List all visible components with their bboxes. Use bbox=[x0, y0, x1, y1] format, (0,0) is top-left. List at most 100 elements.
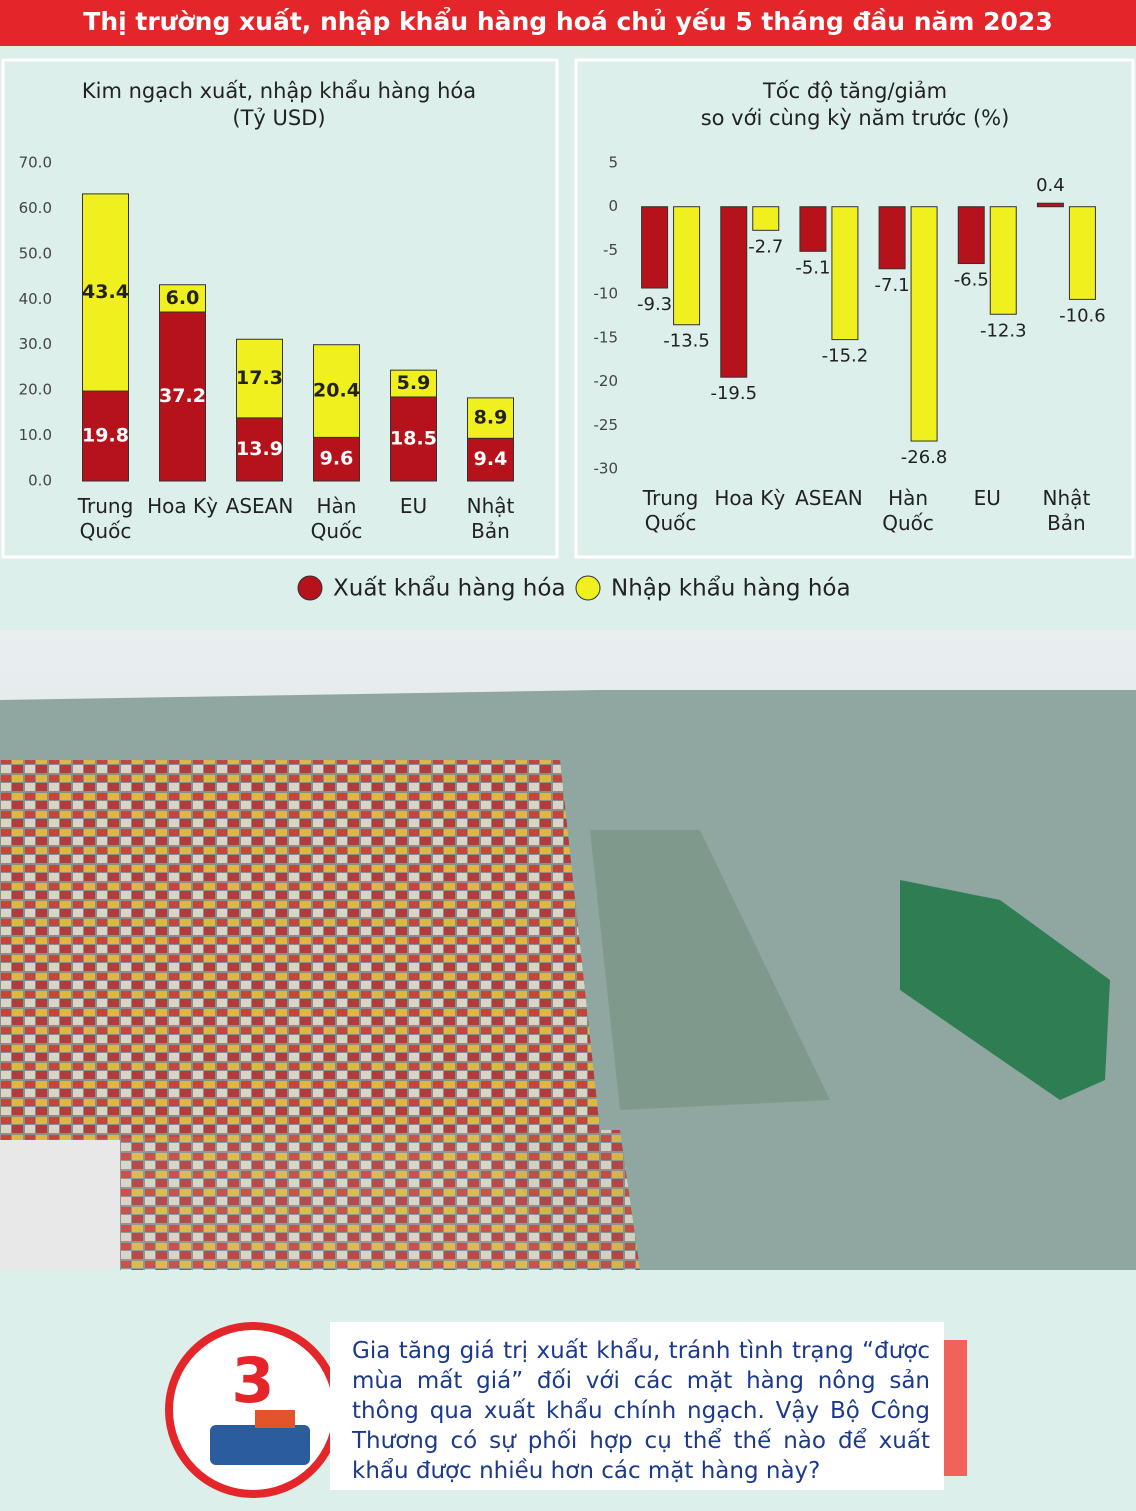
bar-segment bbox=[390, 369, 437, 398]
bar-segment bbox=[467, 397, 514, 439]
data-label: -13.5 bbox=[663, 331, 710, 352]
x-tick-label: EU bbox=[400, 494, 427, 518]
question-card bbox=[330, 1322, 944, 1490]
data-label: -7.1 bbox=[875, 275, 910, 296]
x-tick-label: Hoa Kỳ bbox=[147, 494, 218, 518]
x-tick-label: Trung Quốc bbox=[642, 486, 699, 535]
bar bbox=[1036, 202, 1064, 208]
bar bbox=[957, 206, 985, 265]
legend-label: Xuất khẩu hàng hóa bbox=[333, 576, 566, 602]
legend-swatch bbox=[575, 575, 601, 601]
y-tick-label: 5 bbox=[608, 154, 618, 172]
y-tick-label: -10 bbox=[594, 285, 619, 303]
photo-ship bbox=[900, 880, 1110, 1100]
bar-segment bbox=[236, 417, 283, 482]
photo-basin bbox=[590, 830, 830, 1110]
data-label: -15.2 bbox=[822, 346, 869, 367]
bar-segment bbox=[82, 193, 129, 392]
data-label: -6.5 bbox=[954, 270, 989, 291]
photo-containers bbox=[0, 760, 600, 1140]
data-label: 6.0 bbox=[166, 287, 200, 309]
bar bbox=[989, 206, 1017, 315]
data-label: 37.2 bbox=[159, 385, 206, 407]
data-label: -26.8 bbox=[901, 447, 948, 468]
y-tick-label: 20.0 bbox=[19, 381, 52, 399]
header-title: Thị trường xuất, nhập khẩu hàng hoá chủ … bbox=[83, 6, 1052, 36]
y-tick-label: 10.0 bbox=[19, 426, 52, 444]
y-tick-label: -25 bbox=[594, 416, 619, 434]
chart-subtitle: (Tỷ USD) bbox=[232, 106, 325, 130]
legend-label: Nhập khẩu hàng hóa bbox=[611, 576, 851, 602]
bar bbox=[799, 206, 827, 252]
ship-icon bbox=[210, 1425, 310, 1465]
x-tick-label: Hoa Kỳ bbox=[714, 486, 785, 510]
bar bbox=[720, 206, 748, 378]
y-tick-label: -15 bbox=[594, 328, 619, 346]
legend-swatch bbox=[297, 575, 323, 601]
port-photo bbox=[0, 630, 1136, 1270]
data-label: -12.3 bbox=[980, 320, 1027, 341]
bar-segment bbox=[236, 338, 283, 419]
data-label: 9.4 bbox=[474, 448, 508, 470]
data-label: -10.6 bbox=[1059, 305, 1106, 326]
bar bbox=[1068, 206, 1096, 300]
data-label: -9.3 bbox=[637, 294, 672, 315]
data-label: 43.4 bbox=[82, 281, 129, 303]
y-tick-label: 50.0 bbox=[19, 244, 52, 262]
data-label: 18.5 bbox=[390, 427, 437, 449]
x-tick-label: Nhật Bản bbox=[467, 494, 515, 543]
data-label: 0.4 bbox=[1036, 175, 1065, 196]
bar bbox=[673, 206, 701, 326]
x-tick-label: Hàn Quốc bbox=[311, 494, 363, 543]
bar-segment bbox=[159, 284, 206, 313]
bar-segment bbox=[159, 311, 206, 482]
data-label: 19.8 bbox=[82, 425, 129, 447]
y-tick-label: -5 bbox=[603, 241, 618, 259]
data-label: 8.9 bbox=[474, 407, 508, 429]
data-label: 13.9 bbox=[236, 438, 283, 460]
data-label: -2.7 bbox=[748, 236, 783, 257]
header-band bbox=[0, 0, 1136, 46]
bar bbox=[910, 206, 938, 442]
y-tick-label: 0.0 bbox=[28, 472, 52, 490]
question-number: 3 bbox=[231, 1344, 274, 1417]
y-tick-label: 60.0 bbox=[19, 199, 52, 217]
bar bbox=[752, 206, 780, 231]
bar bbox=[831, 206, 859, 341]
chart-title: Tốc độ tăng/giảm bbox=[762, 79, 947, 103]
data-label: 20.4 bbox=[313, 380, 360, 402]
y-tick-label: -30 bbox=[594, 460, 619, 478]
data-label: -5.1 bbox=[795, 257, 830, 278]
y-tick-label: 30.0 bbox=[19, 335, 52, 353]
data-label: 17.3 bbox=[236, 367, 283, 389]
bar-segment bbox=[313, 436, 360, 482]
chart-subtitle: so với cùng kỳ năm trước (%) bbox=[701, 106, 1010, 130]
bar-segment bbox=[467, 437, 514, 482]
photo-warehouse bbox=[0, 1140, 120, 1270]
question-accent bbox=[944, 1340, 967, 1476]
data-label: 5.9 bbox=[397, 372, 431, 394]
x-tick-label: EU bbox=[974, 486, 1001, 510]
bar-segment bbox=[313, 344, 360, 438]
x-tick-label: Trung Quốc bbox=[77, 494, 134, 543]
x-tick-label: Nhật Bản bbox=[1043, 486, 1091, 535]
bar bbox=[878, 206, 906, 270]
bar bbox=[641, 206, 669, 289]
question-text: Gia tăng giá trị xuất khẩu, tránh tình t… bbox=[352, 1338, 930, 1484]
photo-yard bbox=[0, 1130, 640, 1270]
x-tick-label: Hàn Quốc bbox=[882, 486, 934, 535]
y-tick-label: 0 bbox=[608, 197, 618, 215]
ship-icon-cargo bbox=[255, 1410, 295, 1428]
y-tick-label: 40.0 bbox=[19, 290, 52, 308]
x-tick-label: ASEAN bbox=[795, 486, 863, 510]
chart-title: Kim ngạch xuất, nhập khẩu hàng hóa bbox=[82, 79, 476, 103]
data-label: -19.5 bbox=[710, 383, 757, 404]
y-tick-label: 70.0 bbox=[19, 154, 52, 172]
bar-segment bbox=[82, 390, 129, 482]
data-label: 9.6 bbox=[320, 448, 354, 470]
bar-segment bbox=[390, 396, 437, 482]
x-tick-label: ASEAN bbox=[226, 494, 294, 518]
